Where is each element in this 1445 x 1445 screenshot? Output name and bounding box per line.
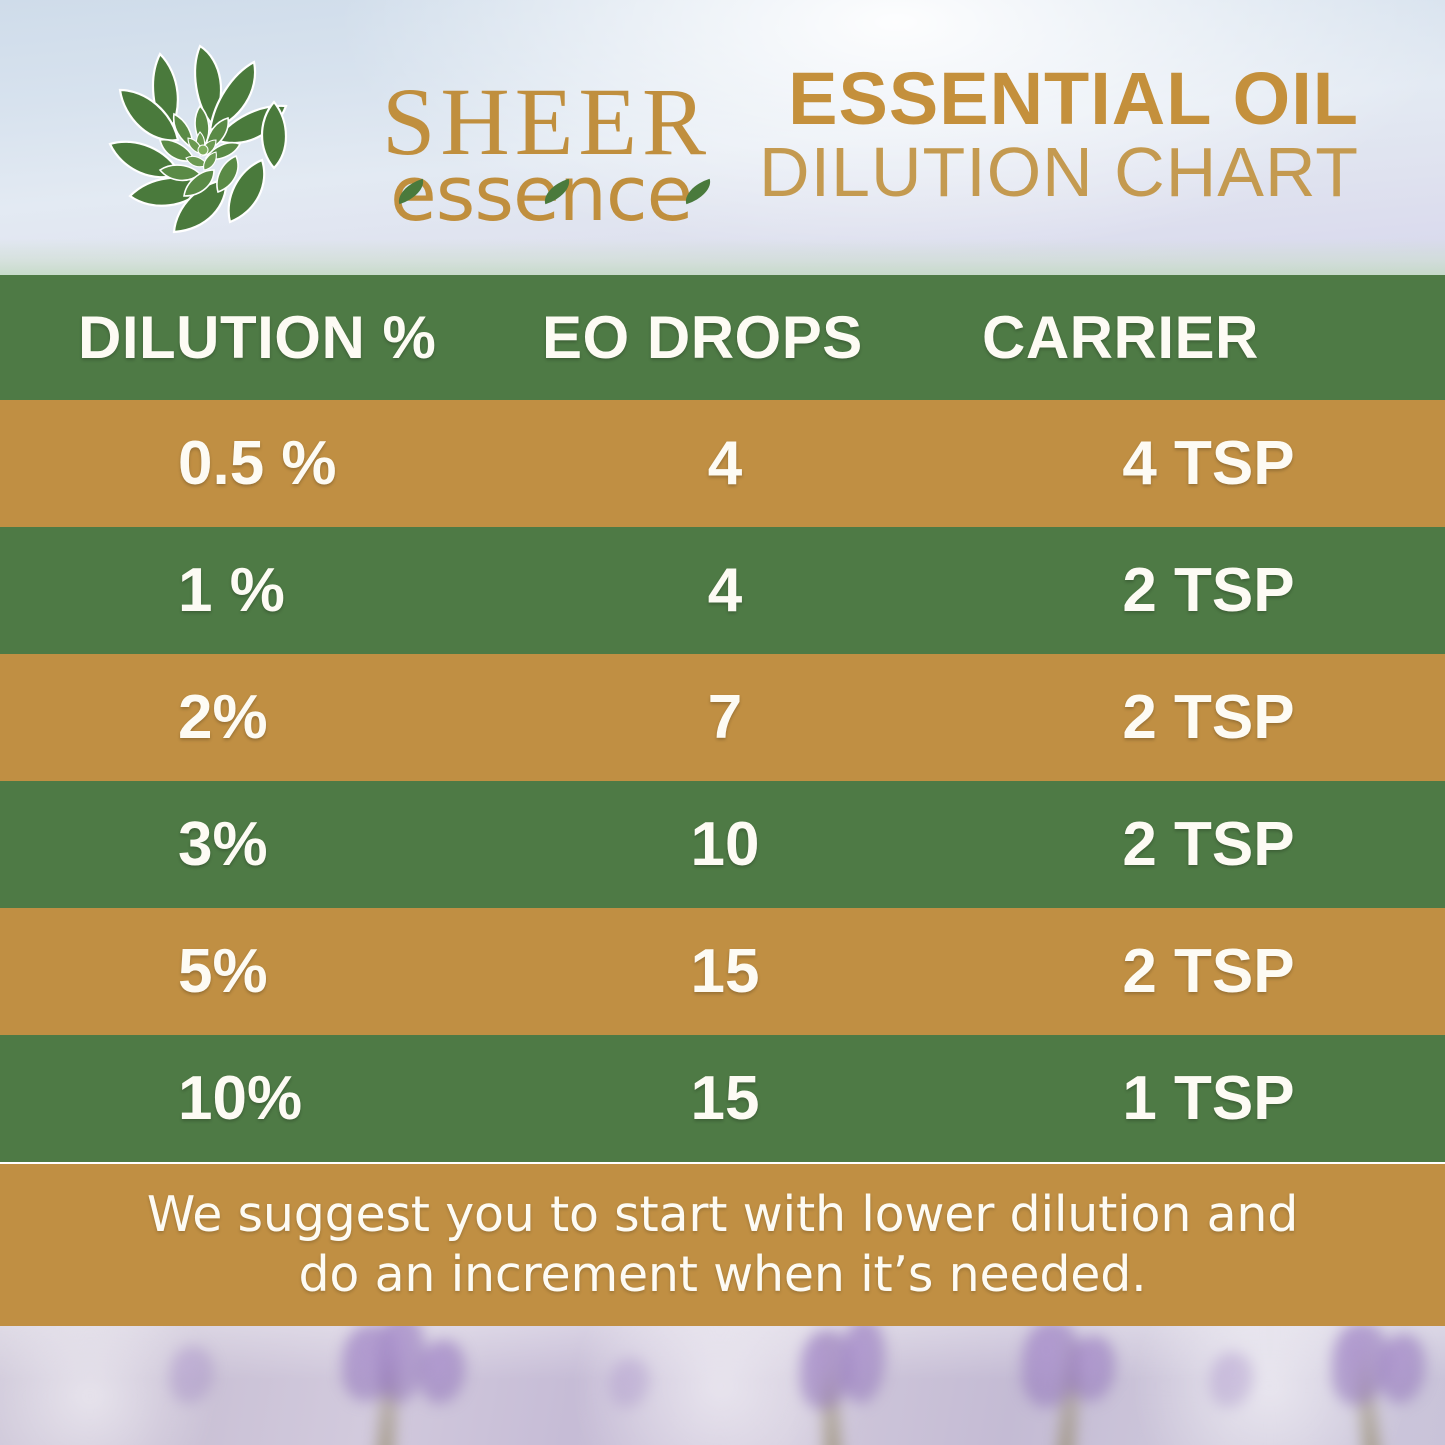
cell-dilution: 10%: [178, 1064, 303, 1133]
brand-wordmark: SHEER essence: [272, 32, 772, 247]
table-row: 5% 15 2 TSP: [0, 908, 1445, 1035]
cell-carrier: 2 TSP: [1122, 556, 1295, 625]
brand-name-top: SHEER: [382, 68, 712, 175]
cell-drops: 4: [707, 556, 743, 625]
cell-dilution: 0.5 %: [178, 429, 337, 498]
suggestion-note: We suggest you to start with lower dilut…: [0, 1164, 1445, 1326]
note-line-1: We suggest you to start with lower dilut…: [146, 1186, 1299, 1244]
cell-dilution: 5%: [178, 937, 268, 1006]
cell-dilution: 1 %: [178, 556, 285, 625]
table-header-row: DILUTION % EO DROPS CARRIER: [0, 275, 1445, 400]
table-row: 2% 7 2 TSP: [0, 654, 1445, 781]
cell-drops: 10: [690, 810, 760, 879]
cell-carrier: 4 TSP: [1122, 429, 1295, 498]
title-line-2: DILUTION CHART: [759, 133, 1359, 212]
cell-carrier: 2 TSP: [1122, 810, 1295, 879]
lavender-field-photo: [0, 1326, 1445, 1445]
dilution-table: DILUTION % EO DROPS CARRIER 0.5 % 4 4 TS…: [0, 275, 1445, 1162]
table-row: 1 % 4 2 TSP: [0, 527, 1445, 654]
cell-drops: 15: [690, 937, 760, 1006]
table-row: 3% 10 2 TSP: [0, 781, 1445, 908]
title-line-1: ESSENTIAL OIL: [788, 57, 1359, 140]
page-title: ESSENTIAL OIL DILUTION CHART: [719, 57, 1359, 212]
header-banner: SHEER essence ESSENTIAL OIL DILUTION CHA…: [0, 0, 1445, 275]
cell-drops: 15: [690, 1064, 760, 1133]
leaf-spiral-flower-icon: [108, 44, 288, 234]
table-row: 0.5 % 4 4 TSP: [0, 400, 1445, 527]
note-line-2: do an increment when it’s needed.: [298, 1246, 1147, 1303]
cell-drops: 7: [707, 683, 743, 752]
cell-carrier: 2 TSP: [1122, 937, 1295, 1006]
brand-name-bottom: essence: [390, 149, 693, 238]
cell-dilution: 2%: [178, 683, 268, 752]
cell-carrier: 2 TSP: [1122, 683, 1295, 752]
column-header-carrier: CARRIER: [982, 304, 1259, 371]
brand-logo: SHEER essence: [104, 32, 764, 247]
column-header-dilution: DILUTION %: [78, 304, 437, 371]
cell-drops: 4: [707, 429, 743, 498]
column-header-eo-drops: EO DROPS: [542, 304, 863, 371]
table-row: 10% 15 1 TSP: [0, 1035, 1445, 1162]
cell-carrier: 1 TSP: [1122, 1064, 1295, 1133]
cell-dilution: 3%: [178, 810, 268, 879]
